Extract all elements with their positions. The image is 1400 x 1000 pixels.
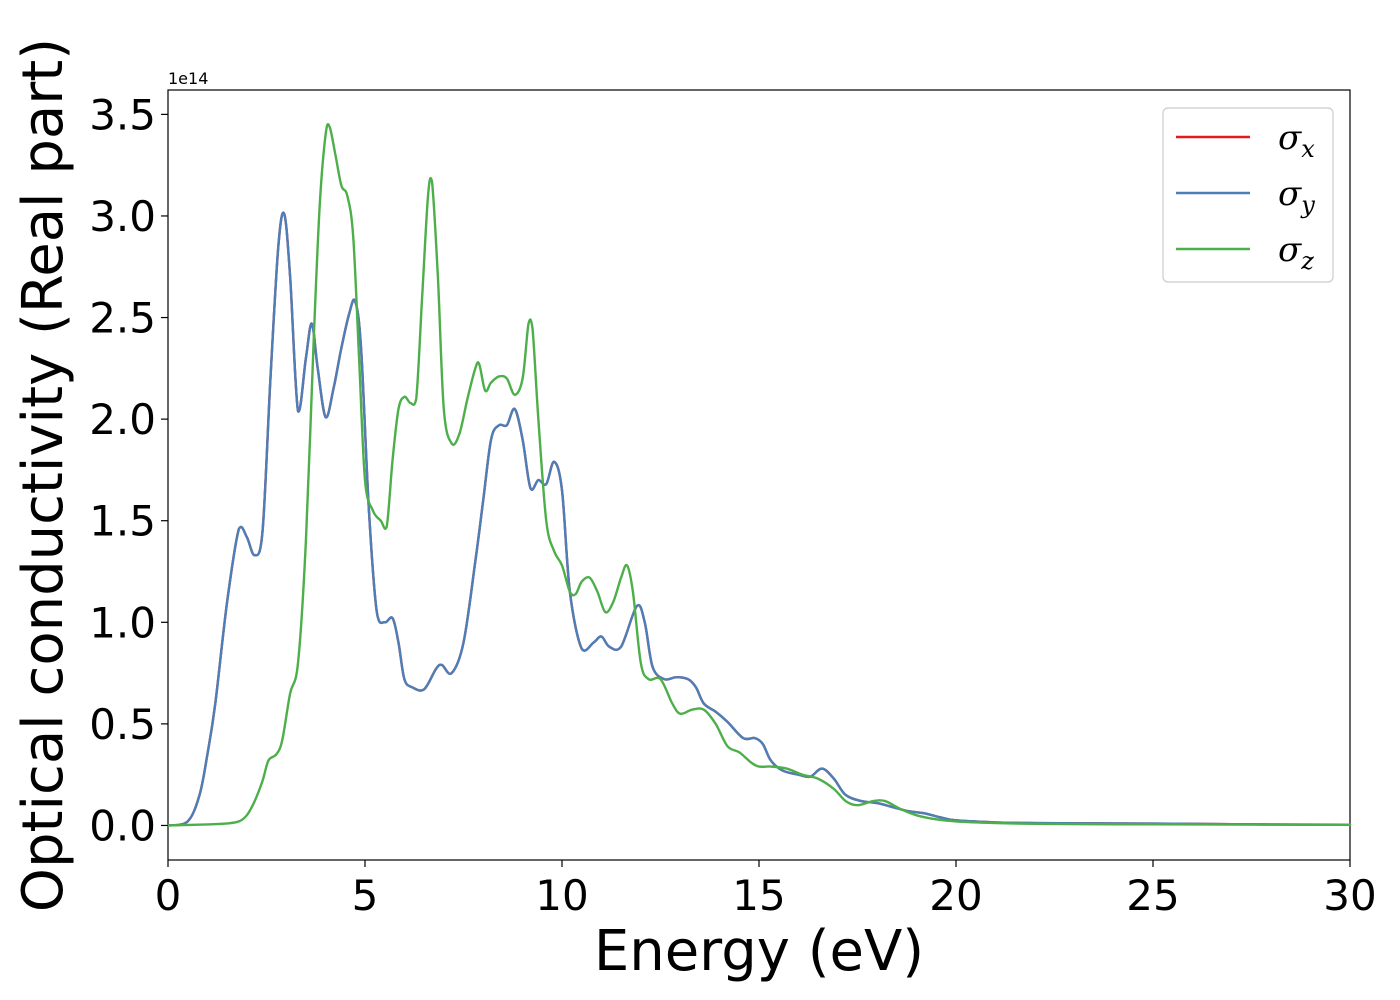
- x-tick-label: 15: [732, 871, 785, 920]
- y-tick-label: 2.5: [89, 294, 156, 343]
- y-axis-label: Optical conductivity (Real part): [11, 38, 76, 912]
- legend-entry-y: σy: [1278, 174, 1315, 219]
- y-tick-label: 0.0: [89, 801, 156, 850]
- x-axis: 0 5 10 15 20 25 30: [155, 860, 1377, 920]
- y-tick-label: 1.5: [89, 497, 156, 546]
- series-layer: [166, 122, 1352, 827]
- x-tick-label: 20: [929, 871, 982, 920]
- y-tick-label: 1.0: [89, 598, 156, 647]
- x-tick-label: 25: [1126, 871, 1179, 920]
- x-axis-label: Energy (eV): [594, 919, 924, 984]
- x-tick-label: 0: [155, 871, 182, 920]
- y-tick-label: 3.5: [89, 90, 156, 139]
- series-line-x: [166, 211, 1352, 827]
- series-line-y: [166, 211, 1352, 827]
- legend-box: [1162, 107, 1334, 283]
- y-tick-label: 0.5: [89, 700, 156, 749]
- legend-entry-z: σz: [1278, 230, 1314, 275]
- legend-entry-x: σx: [1278, 118, 1315, 163]
- legend: σx σy σz: [1162, 107, 1334, 283]
- series-line-z: [166, 122, 1352, 827]
- y-tick-label: 2.0: [89, 395, 156, 444]
- y-tick-label: 3.0: [89, 192, 156, 241]
- y-axis: 0.0 0.5 1.0 1.5 2.0 2.5 3.0 3.5: [89, 90, 168, 850]
- x-tick-label: 5: [352, 871, 379, 920]
- x-tick-label: 30: [1323, 871, 1376, 920]
- y-offset-label: 1e14: [168, 69, 208, 88]
- x-tick-label: 10: [535, 871, 588, 920]
